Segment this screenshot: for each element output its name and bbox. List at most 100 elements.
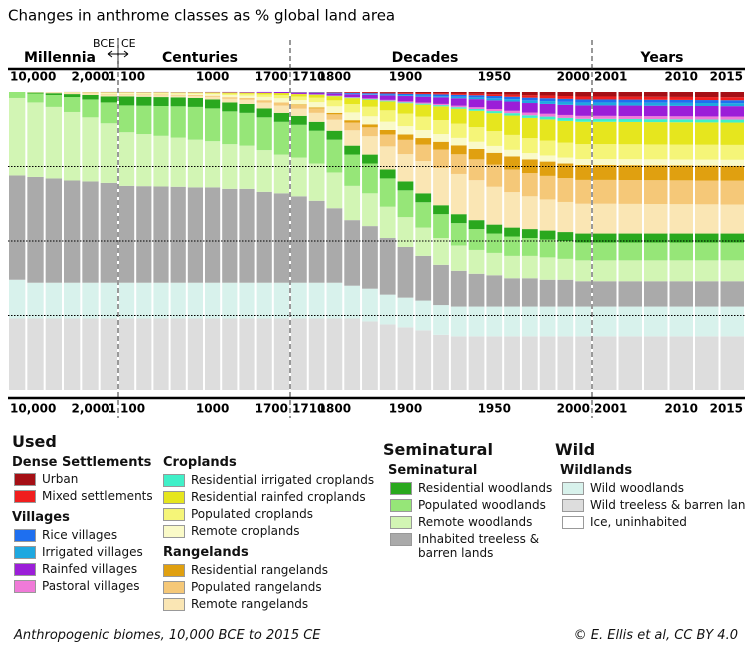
bar-segment xyxy=(415,104,432,117)
bar-segment xyxy=(362,94,378,99)
bar-segment xyxy=(593,115,617,119)
bar-segment xyxy=(468,159,485,181)
bar-segment xyxy=(521,92,538,96)
bar-segment xyxy=(326,92,343,94)
bar-segment xyxy=(27,318,44,390)
bar-segment xyxy=(575,203,591,234)
bar-segment xyxy=(669,306,693,337)
bar-segment xyxy=(170,282,186,319)
legend-heading: Used xyxy=(12,432,57,451)
legend-swatch xyxy=(562,499,584,512)
bar-segment xyxy=(486,252,503,276)
bar-segment xyxy=(557,120,574,143)
bar-segment xyxy=(669,99,693,103)
bar-segment xyxy=(344,94,361,98)
bar-segment xyxy=(593,306,617,337)
bar-segment xyxy=(504,101,520,111)
bar-segment xyxy=(486,275,503,307)
bar-segment xyxy=(575,159,591,166)
bar-segment xyxy=(153,97,169,107)
bar-segment xyxy=(450,96,467,99)
bar-segment xyxy=(415,138,432,145)
bar-segment xyxy=(720,119,744,123)
bar-segment xyxy=(720,97,744,101)
bar-segment xyxy=(256,94,272,97)
bar-segment xyxy=(344,112,361,121)
bar-segment xyxy=(539,119,556,141)
bar-segment xyxy=(450,173,467,215)
bar-segment xyxy=(415,92,432,94)
bar-segment xyxy=(575,92,591,97)
bar-segment xyxy=(100,96,117,103)
bar-segment xyxy=(695,100,719,104)
legend-heading: Rangelands xyxy=(163,545,249,560)
bar-segment xyxy=(153,135,169,187)
bar-segment xyxy=(273,92,289,94)
bar-segment xyxy=(433,305,449,335)
bar-segment xyxy=(344,120,361,123)
x-tick-label: 10,000 xyxy=(10,70,56,84)
bar-segment xyxy=(205,318,221,390)
bar-segment xyxy=(669,119,693,123)
bar-segment xyxy=(308,282,325,319)
bar-segment xyxy=(170,95,186,98)
bar-segment xyxy=(486,98,503,101)
bar-segment xyxy=(720,92,744,98)
bar-segment xyxy=(100,94,117,95)
bar-segment xyxy=(119,93,135,95)
bar-segment xyxy=(170,94,186,96)
bar-segment xyxy=(695,144,719,160)
bar-segment xyxy=(397,113,414,127)
bar-segment xyxy=(468,110,485,128)
bar-segment xyxy=(291,115,307,125)
bar-segment xyxy=(521,117,538,139)
bar-segment xyxy=(468,180,485,221)
legend-label: Remote woodlands xyxy=(418,515,533,529)
bar-segment xyxy=(256,96,272,101)
bar-segment xyxy=(504,236,520,256)
bar-segment xyxy=(379,324,396,390)
bar-segment xyxy=(379,294,396,325)
bar-segment xyxy=(308,94,325,98)
bar-segment xyxy=(486,108,503,112)
bar-segment xyxy=(205,108,221,142)
bar-segment xyxy=(64,282,81,319)
legend-item: Residential woodlands xyxy=(390,481,552,495)
bar-segment xyxy=(504,278,520,307)
bar-segment xyxy=(100,92,117,94)
bar-segment xyxy=(187,187,203,283)
bar-segment xyxy=(379,92,396,94)
bar-segment xyxy=(618,233,642,243)
bar-segment xyxy=(326,119,343,131)
x-tick-label: 1 xyxy=(108,70,116,84)
bar-segment xyxy=(326,100,343,107)
bar-segment xyxy=(344,104,361,113)
bar-segment xyxy=(136,96,152,106)
legend-item: Pastoral villages xyxy=(14,579,140,593)
x-tick-label: 2010 xyxy=(665,402,698,416)
legend-label: Wild treeless & barren lands xyxy=(590,498,746,512)
bar-segment xyxy=(119,185,135,283)
bar-segment xyxy=(618,336,642,390)
bar-segment xyxy=(379,206,396,239)
bar-segment xyxy=(593,203,617,234)
bar-segment xyxy=(618,102,642,106)
bar-segment xyxy=(669,242,693,261)
bar-segment xyxy=(222,93,238,96)
bar-segment xyxy=(486,186,503,225)
bar-segment xyxy=(379,121,396,130)
bar-segment xyxy=(433,167,449,206)
bar-segment xyxy=(486,152,503,165)
bar-segment xyxy=(669,116,693,120)
bar-segment xyxy=(669,281,693,307)
bar-segment xyxy=(644,260,668,282)
bar-segment xyxy=(644,242,668,261)
bar-segment xyxy=(205,282,221,319)
legend-label: Populated rangelands xyxy=(191,580,322,594)
bar-segment xyxy=(9,175,26,280)
bar-segment xyxy=(326,96,343,101)
bar-segment xyxy=(379,101,396,111)
bar-segment xyxy=(308,130,325,164)
bar-segment xyxy=(397,102,414,104)
bar-segment xyxy=(669,96,693,100)
